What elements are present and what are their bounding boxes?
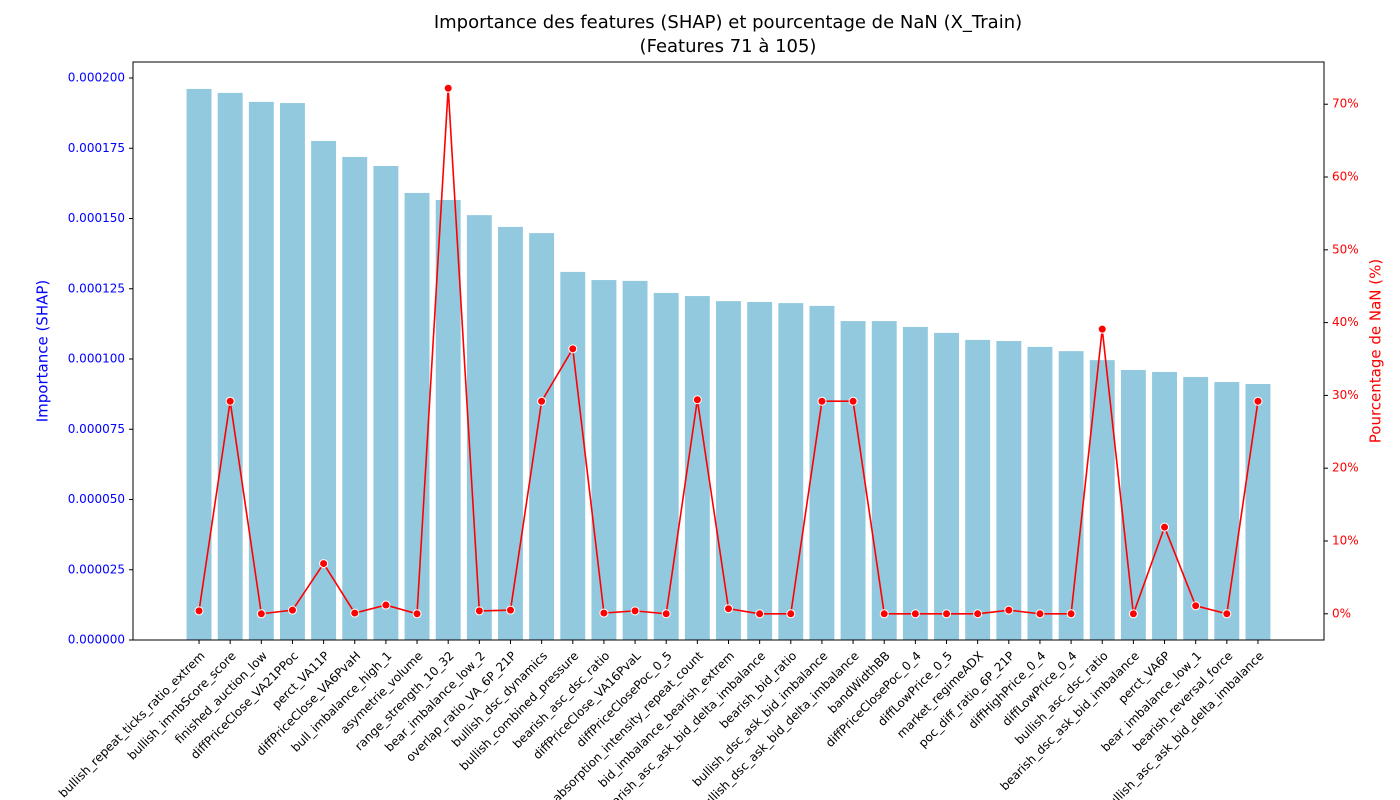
bar (1245, 384, 1271, 640)
nan-point (630, 606, 640, 616)
bar (466, 215, 492, 640)
bar (622, 280, 648, 640)
nan-point (817, 396, 827, 406)
y-tick-label: 0.000200 (68, 71, 125, 85)
bar (747, 301, 773, 640)
nan-point (537, 396, 547, 406)
y2-tick-label: 60% (1332, 170, 1359, 184)
bar (591, 280, 617, 640)
nan-point (474, 606, 484, 616)
nan-point (1035, 609, 1045, 619)
nan-point (568, 344, 578, 354)
y-tick-label: 0.000175 (68, 141, 125, 155)
bar (778, 303, 804, 640)
y2-tick-label: 20% (1332, 461, 1359, 475)
bar (529, 233, 555, 640)
chart-title: Importance des features (SHAP) et pource… (434, 12, 1022, 33)
nan-point (848, 396, 858, 406)
y-tick-label: 0.000075 (68, 422, 125, 436)
nan-point (1160, 522, 1170, 532)
bar (1152, 371, 1177, 640)
bar (280, 103, 305, 641)
bar (716, 301, 741, 640)
bar (560, 271, 586, 640)
chart-subtitle: (Features 71 à 105) (640, 36, 817, 57)
y-axis-label: Importance (SHAP) (34, 280, 52, 423)
nan-point (287, 605, 297, 615)
bar (653, 292, 679, 640)
nan-point (786, 609, 796, 619)
nan-point (755, 609, 765, 619)
bar (965, 339, 991, 640)
bar (871, 321, 897, 640)
nan-point (319, 559, 329, 569)
nan-point (505, 605, 515, 615)
nan-point (256, 609, 266, 619)
bar (1058, 351, 1084, 640)
y-tick-label: 0.000100 (68, 352, 125, 366)
nan-point (1128, 609, 1138, 619)
y-tick-label: 0.000150 (68, 211, 125, 225)
bar (342, 156, 368, 640)
bar (1120, 369, 1146, 640)
bar (373, 165, 399, 640)
bar (435, 199, 461, 640)
nan-point (443, 83, 453, 93)
nan-point (1004, 605, 1014, 615)
bar (996, 341, 1022, 640)
y2-axis-label: Pourcentage de NaN (%) (1367, 259, 1385, 443)
nan-point (910, 609, 920, 619)
bar (217, 92, 243, 641)
y2-tick-label: 30% (1332, 388, 1359, 402)
nan-point (724, 604, 733, 614)
bar (311, 140, 337, 640)
bar (1183, 376, 1209, 640)
nan-point (381, 600, 391, 610)
nan-point (412, 609, 422, 619)
nan-point (942, 609, 952, 619)
y-tick-label: 0.000000 (68, 633, 125, 647)
bar (809, 305, 835, 640)
nan-point (350, 608, 360, 618)
nan-point (692, 395, 702, 405)
bar (1214, 382, 1240, 640)
y-tick-label: 0.000025 (68, 562, 125, 576)
y2-tick-label: 0% (1332, 606, 1351, 620)
bar (684, 296, 710, 640)
nan-point (1222, 609, 1232, 619)
bar (498, 226, 523, 641)
nan-point (225, 396, 235, 406)
nan-point (599, 608, 609, 618)
bar (404, 192, 430, 641)
y2-tick-label: 40% (1332, 315, 1359, 329)
nan-point (1191, 601, 1201, 611)
nan-point (1097, 324, 1107, 334)
bar (934, 332, 959, 640)
y2-tick-label: 70% (1332, 97, 1359, 111)
bar (248, 101, 274, 641)
y2-tick-label: 10% (1332, 533, 1359, 547)
y-tick-label: 0.000050 (68, 492, 125, 506)
nan-point (973, 609, 983, 619)
bar (1027, 346, 1053, 640)
nan-point (879, 609, 889, 619)
nan-point (661, 609, 671, 619)
bar (840, 321, 866, 640)
bar (902, 326, 928, 640)
y2-tick-label: 50% (1332, 242, 1359, 256)
bar (186, 88, 212, 640)
nan-point (194, 606, 204, 616)
y-tick-label: 0.000125 (68, 281, 125, 295)
nan-point (1253, 396, 1263, 406)
nan-point (1066, 609, 1076, 619)
